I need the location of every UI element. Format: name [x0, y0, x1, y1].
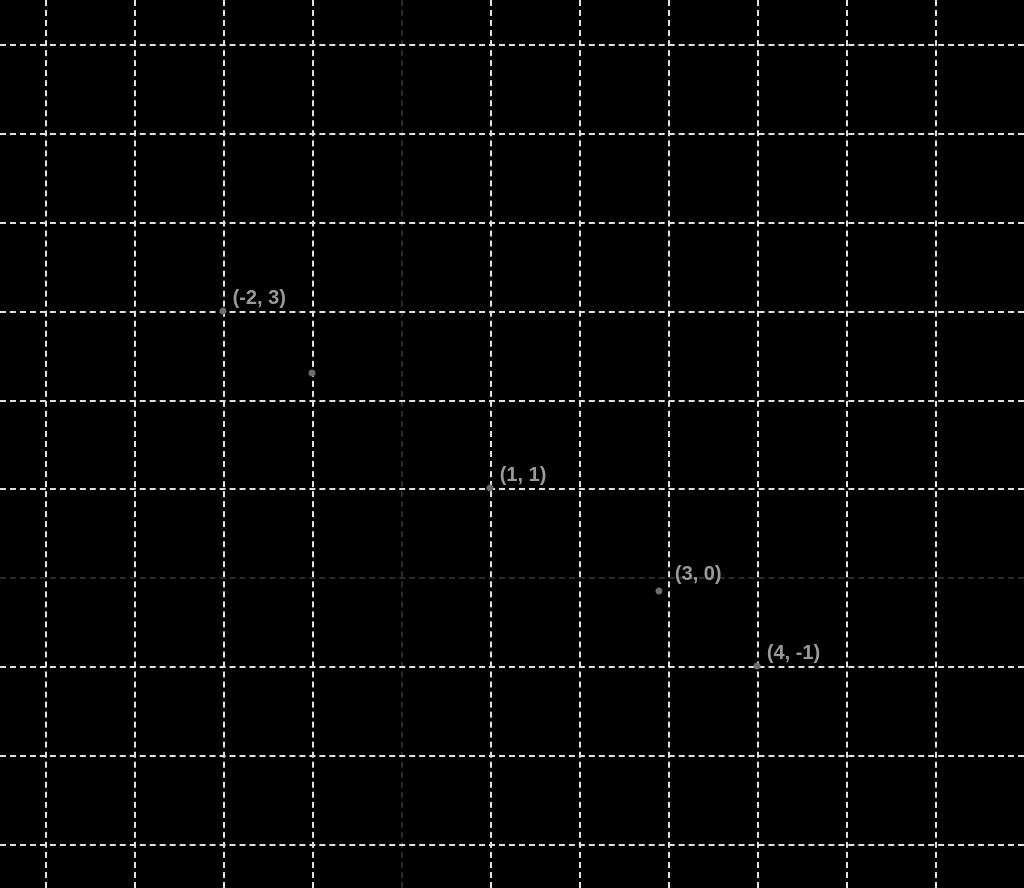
- coordinate-chart: (-2, 3) (1, 1) (3, 0) (4, -1): [0, 0, 1024, 888]
- grid-line-horizontal: [0, 844, 1024, 846]
- data-point: [655, 587, 662, 594]
- point-label: (3, 0): [675, 563, 722, 586]
- grid-line-horizontal: [0, 44, 1024, 46]
- grid-line-horizontal: [0, 755, 1024, 757]
- x-axis: [0, 577, 1024, 579]
- grid-line-horizontal: [0, 222, 1024, 224]
- data-point: [486, 485, 493, 492]
- point-label: (4, -1): [767, 642, 820, 665]
- point-label: (-2, 3): [233, 287, 286, 310]
- grid-line-horizontal: [0, 133, 1024, 135]
- grid-line-horizontal: [0, 666, 1024, 668]
- grid-line-horizontal: [0, 400, 1024, 402]
- grid-line-horizontal: [0, 488, 1024, 490]
- grid-line-horizontal: [0, 311, 1024, 313]
- data-point: [219, 307, 226, 314]
- data-point: [753, 663, 760, 670]
- data-point: [308, 369, 315, 376]
- point-label: (1, 1): [500, 464, 547, 487]
